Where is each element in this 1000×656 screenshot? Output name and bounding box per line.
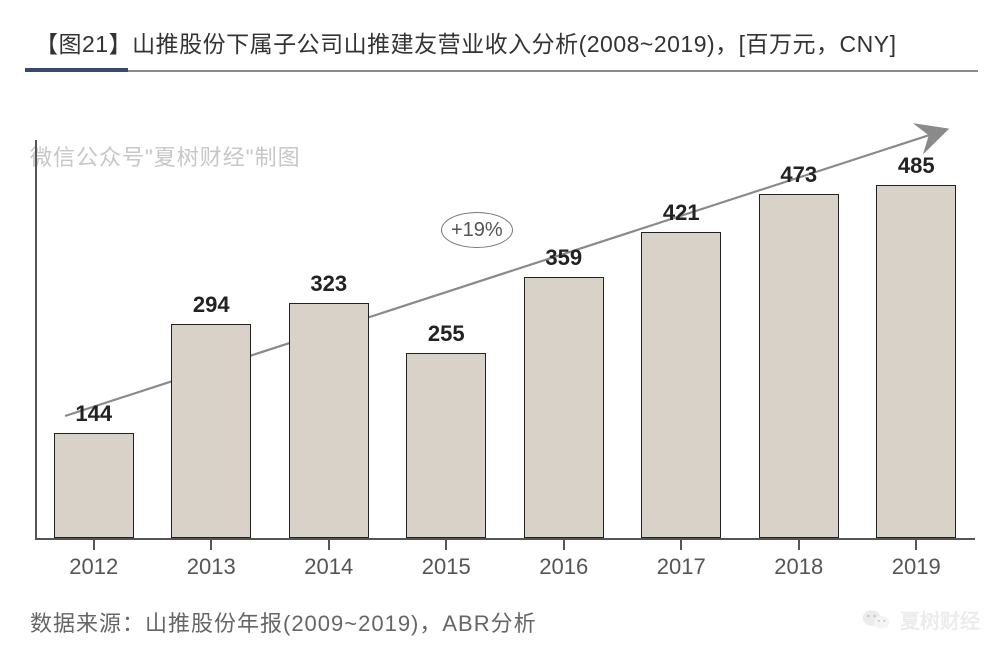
x-axis-label: 2015 [388,554,506,580]
bar-value-label: 294 [153,292,271,318]
x-axis-label: 2016 [505,554,623,580]
growth-label: +19% [451,219,503,242]
x-axis-label: 2018 [740,554,858,580]
chart-title-wrap: 【图21】山推股份下属子公司山推建友营业收入分析(2008~2019)，[百万元… [35,25,975,59]
x-tick [915,540,917,550]
bar-value-label: 421 [623,200,741,226]
x-tick [798,540,800,550]
x-tick [680,540,682,550]
x-tick [563,540,565,550]
bottom-watermark-text: 夏树财经 [900,605,980,634]
bar [759,194,839,538]
bar-value-label: 255 [388,321,506,347]
bar-value-label: 144 [35,401,153,427]
data-source: 数据来源：山推股份年报(2009~2019)，ABR分析 [30,606,537,638]
y-axis [35,140,37,540]
bar [876,185,956,538]
title-underline-thick [25,68,128,72]
bar-value-label: 323 [270,271,388,297]
bar [406,353,486,538]
x-axis [35,538,975,540]
bar-value-label: 473 [740,162,858,188]
bar [54,433,134,538]
x-axis-label: 2012 [35,554,153,580]
x-tick [210,540,212,550]
x-tick [328,540,330,550]
bottom-watermark: 夏树财经 [862,605,980,634]
x-axis-label: 2013 [153,554,271,580]
wechat-icon [862,608,890,631]
x-axis-label: 2014 [270,554,388,580]
title-underline-thin [128,70,978,72]
x-axis-label: 2019 [858,554,976,580]
x-tick [445,540,447,550]
chart-area: 1442012294201332320142552015359201642120… [35,100,975,560]
bar [641,232,721,538]
chart-figure: { "title": "【图21】山推股份下属子公司山推建友营业收入分析(200… [0,0,1000,656]
bar-value-label: 485 [858,153,976,179]
bar [289,303,369,538]
bar [524,277,604,538]
growth-badge: +19% [441,212,513,248]
bar-value-label: 359 [505,245,623,271]
x-axis-label: 2017 [623,554,741,580]
bar [171,324,251,538]
x-tick [93,540,95,550]
chart-title: 【图21】山推股份下属子公司山推建友营业收入分析(2008~2019)，[百万元… [35,25,975,59]
